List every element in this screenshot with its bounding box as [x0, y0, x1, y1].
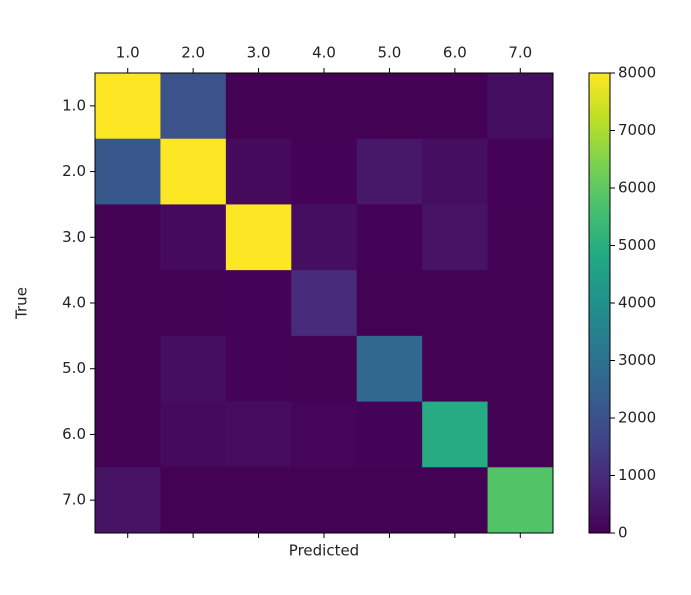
heatmap-cell: [291, 335, 358, 403]
heatmap-cell: [356, 335, 423, 403]
heatmap-cell: [291, 401, 358, 468]
y-tick-label: 3.0: [62, 228, 86, 246]
colorbar-tick-label: 6000: [618, 179, 656, 197]
heatmap-cell: [487, 467, 554, 534]
heatmap-cell: [356, 401, 423, 468]
heatmap-cell: [160, 335, 227, 403]
heatmap-cell: [487, 270, 554, 337]
heatmap-cell: [225, 401, 292, 468]
heatmap-cell: [291, 467, 358, 534]
heatmap-cell: [291, 204, 358, 271]
colorbar: [588, 72, 611, 534]
colorbar-tick-label: 3000: [618, 351, 656, 369]
heatmap-cell: [487, 335, 554, 403]
colorbar-tick-label: 8000: [618, 64, 656, 82]
heatmap-cell: [160, 138, 227, 205]
heatmap-cell: [422, 270, 489, 337]
heatmap-cell: [95, 467, 161, 534]
y-tick-label: 4.0: [62, 294, 86, 312]
heatmap-cell: [422, 401, 489, 468]
colorbar-tick-label: 4000: [618, 294, 656, 312]
colorbar-tick-label: 5000: [618, 236, 656, 254]
heatmap-cell: [95, 270, 161, 337]
y-tick-label: 1.0: [62, 96, 86, 114]
x-tick-label: 7.0: [508, 44, 532, 62]
heatmap-cell: [95, 73, 161, 140]
colorbar-tick-label: 0: [618, 524, 628, 542]
heatmap-cell: [225, 270, 292, 337]
x-tick-label: 1.0: [116, 44, 140, 62]
heatmap-cell: [160, 401, 227, 468]
heatmap-cell: [422, 467, 489, 534]
heatmap-cell: [422, 204, 489, 271]
heatmap-cell: [160, 270, 227, 337]
heatmap-cell: [487, 73, 554, 140]
heatmap-cell: [225, 138, 292, 205]
heatmap-cell: [291, 73, 358, 140]
heatmap-cell: [225, 335, 292, 403]
y-tick-label: 2.0: [62, 162, 86, 180]
heatmap-cell: [225, 73, 292, 140]
heatmap-cell: [291, 270, 358, 337]
heatmap-cell: [225, 204, 292, 271]
x-tick-label: 4.0: [312, 44, 336, 62]
x-tick-label: 5.0: [377, 44, 401, 62]
heatmap-cell: [487, 204, 554, 271]
colorbar-tick-label: 7000: [618, 121, 656, 139]
heatmap-cell: [487, 138, 554, 205]
heatmap-cell: [95, 204, 161, 271]
heatmap-cell: [160, 73, 227, 140]
colorbar-tick-label: 2000: [618, 409, 656, 427]
heatmap-cell: [95, 138, 161, 205]
x-axis-label: Predicted: [289, 542, 359, 560]
heatmap-cell: [356, 73, 423, 140]
y-tick-label: 6.0: [62, 425, 86, 443]
y-tick-label: 5.0: [62, 359, 86, 377]
x-tick-label: 6.0: [443, 44, 467, 62]
heatmap-cell: [487, 401, 554, 468]
heatmap-cell: [291, 138, 358, 205]
heatmap-cell: [356, 270, 423, 337]
heatmap-cell: [422, 138, 489, 205]
y-tick-label: 7.0: [62, 491, 86, 509]
x-tick-label: 2.0: [181, 44, 205, 62]
y-axis-label: True: [13, 287, 31, 320]
colorbar-tick-label: 1000: [618, 466, 656, 484]
heatmap-cell: [95, 401, 161, 468]
x-tick-label: 3.0: [247, 44, 271, 62]
heatmap-cell: [225, 467, 292, 534]
heatmap-cell: [356, 467, 423, 534]
heatmap-cell: [422, 335, 489, 403]
heatmap-cell: [160, 467, 227, 534]
heatmap-cell: [356, 204, 423, 271]
heatmap-cell: [95, 335, 161, 403]
heatmap-cell: [160, 204, 227, 271]
heatmap-cell: [356, 138, 423, 205]
heatmap-cell: [422, 73, 489, 140]
